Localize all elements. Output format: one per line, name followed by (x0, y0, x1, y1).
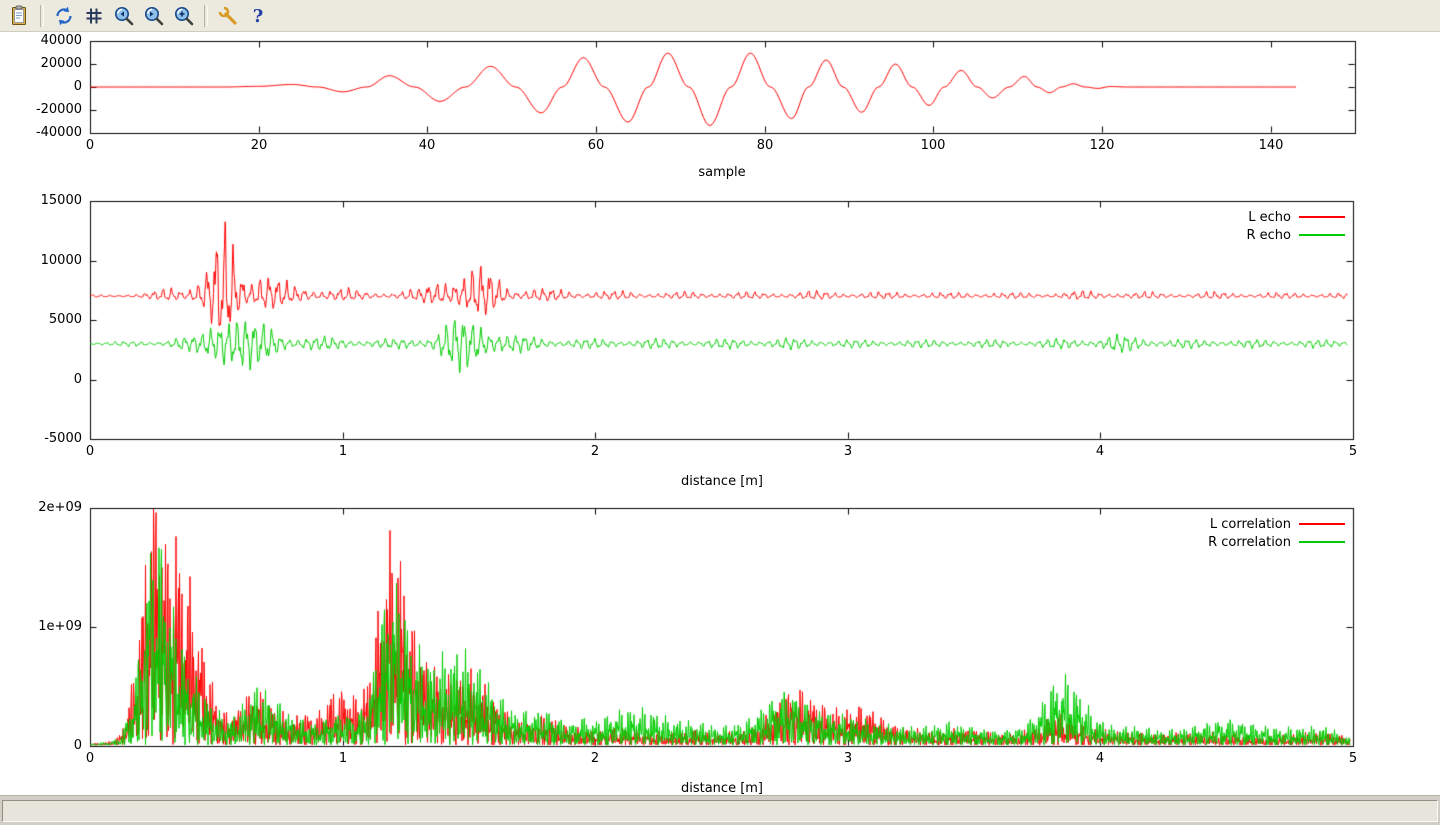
help-icon: ? (253, 6, 264, 27)
y-tick-label: 2e+09 (38, 500, 82, 515)
config-button[interactable] (214, 2, 242, 29)
x-tick-label: 140 (1258, 138, 1284, 153)
copy-icon (12, 5, 26, 25)
grid-button[interactable] (80, 2, 108, 29)
legend-line-sample (1299, 523, 1345, 525)
legend-label-r-correlation: R correlation (1208, 534, 1291, 550)
zoom-previous-icon (115, 6, 134, 25)
replot-button[interactable] (50, 2, 78, 29)
legend-line-sample (1299, 216, 1345, 218)
x-tick-label: 60 (587, 138, 605, 153)
legend-entry: L echo (1246, 209, 1345, 225)
y-tick-label: -5000 (44, 431, 82, 446)
legend-entry: R correlation (1208, 534, 1345, 550)
x-tick-label: 2 (590, 751, 600, 766)
zoom-previous-button[interactable] (110, 2, 138, 29)
x-tick-label: 40 (418, 138, 436, 153)
legend-label-l-echo: L echo (1248, 209, 1291, 225)
copy-button[interactable] (6, 2, 34, 29)
legend-echo: L echo R echo (1246, 209, 1345, 243)
y-tick-label: 20000 (40, 56, 82, 71)
legend-correlation: L correlation R correlation (1208, 516, 1345, 550)
x-tick-label: 3 (843, 751, 853, 766)
xlabel-distance-correlation: distance [m] (680, 781, 764, 796)
y-tick-label: 40000 (40, 33, 82, 48)
toolbar: ? (0, 0, 1440, 32)
y-tick-label: 0 (73, 738, 82, 753)
legend-entry: R echo (1246, 227, 1345, 243)
legend-label-l-correlation: L correlation (1209, 516, 1291, 532)
help-button[interactable]: ? (244, 2, 272, 29)
grid-icon (86, 8, 102, 23)
statusbar (0, 795, 1440, 825)
plot-area: sample distance [m] distance [m] L echo … (0, 32, 1440, 796)
x-tick-label: 0 (85, 138, 95, 153)
zoom-next-icon (145, 6, 164, 25)
autoscale-icon (175, 6, 194, 25)
x-tick-label: 4 (1095, 751, 1105, 766)
svg-text:?: ? (253, 6, 264, 27)
status-text (2, 800, 1438, 822)
x-tick-label: 4 (1095, 444, 1105, 459)
x-tick-label: 20 (250, 138, 268, 153)
y-tick-label: 15000 (40, 193, 82, 208)
y-tick-label: 5000 (48, 312, 82, 327)
legend-label-r-echo: R echo (1246, 227, 1291, 243)
legend-line-sample (1299, 541, 1345, 543)
x-tick-label: 0 (85, 444, 95, 459)
autoscale-button[interactable] (170, 2, 198, 29)
x-tick-label: 100 (920, 138, 946, 153)
xlabel-distance-echo: distance [m] (680, 474, 764, 489)
x-tick-label: 2 (590, 444, 600, 459)
x-tick-label: 3 (843, 444, 853, 459)
x-tick-label: 80 (756, 138, 774, 153)
y-tick-label: -40000 (35, 125, 82, 140)
y-tick-label: 0 (73, 79, 82, 94)
plot-canvas[interactable] (0, 32, 1440, 795)
x-tick-label: 120 (1089, 138, 1115, 153)
x-tick-label: 5 (1348, 751, 1358, 766)
zoom-next-button[interactable] (140, 2, 168, 29)
x-tick-label: 5 (1348, 444, 1358, 459)
replot-icon (56, 6, 72, 25)
x-tick-label: 1 (338, 751, 348, 766)
xlabel-sample: sample (698, 165, 746, 180)
y-tick-label: 10000 (40, 253, 82, 268)
y-tick-label: 0 (73, 372, 82, 387)
config-icon (218, 5, 237, 25)
toolbar-separator (40, 4, 44, 27)
y-tick-label: -20000 (35, 102, 82, 117)
x-tick-label: 1 (338, 444, 348, 459)
x-tick-label: 0 (85, 751, 95, 766)
toolbar-separator (204, 4, 208, 27)
legend-entry: L correlation (1208, 516, 1345, 532)
y-tick-label: 1e+09 (38, 619, 82, 634)
legend-line-sample (1299, 234, 1345, 236)
